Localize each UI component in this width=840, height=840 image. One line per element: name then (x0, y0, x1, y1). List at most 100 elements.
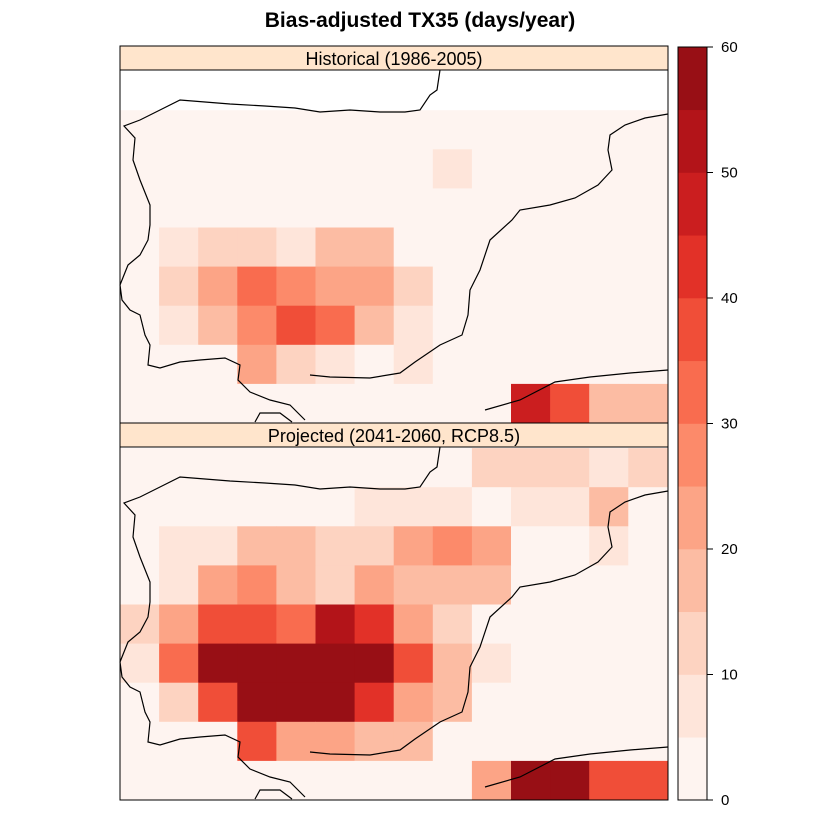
heatmap-cell (120, 188, 160, 228)
heatmap-cell (589, 604, 629, 644)
heatmap-cell (550, 760, 590, 801)
heatmap-cell (120, 721, 160, 762)
heatmap-cell (276, 227, 316, 267)
heatmap-cell (198, 383, 238, 424)
heatmap-cell (628, 305, 668, 346)
heatmap-cell (432, 188, 473, 228)
heatmap-cell (550, 604, 590, 644)
heatmap-cell (471, 266, 512, 307)
heatmap-cell (198, 266, 238, 307)
heatmap-cell (198, 149, 238, 189)
colorbar: 0 10 20 30 40 50 60 (677, 39, 738, 809)
heatmap-cell (237, 110, 277, 150)
heatmap-cell (276, 682, 316, 723)
colorbar-bins (678, 47, 707, 801)
heatmap-cell (237, 526, 277, 566)
heatmap-cell (315, 760, 355, 801)
heatmap-cell (471, 526, 512, 566)
heatmap-cell (120, 227, 160, 267)
heatmap-cell (198, 643, 238, 684)
heatmap-cell (550, 149, 590, 189)
colorbar-bin (678, 235, 707, 299)
heatmap-cell (120, 643, 160, 684)
heatmap-cell (354, 604, 395, 644)
heatmap-cell (237, 604, 277, 644)
heatmap-cell (511, 526, 551, 566)
heatmap-cell (511, 383, 551, 424)
colorbar-bin (678, 109, 707, 173)
heatmap-cell (511, 305, 551, 346)
heatmap-cell (471, 448, 512, 488)
heatmap-cell (393, 227, 434, 267)
heatmap-cell (237, 760, 277, 801)
heatmap-cell (276, 110, 316, 150)
heatmap-cell (628, 383, 668, 424)
heatmap-cell (315, 383, 355, 424)
heatmap-cell (511, 760, 551, 801)
heatmap-cell (393, 305, 434, 346)
heatmap-cell (354, 344, 395, 385)
heatmap-cell (237, 266, 277, 307)
heatmap-cell (432, 149, 473, 189)
heatmap-cell (471, 110, 512, 150)
heatmap-cell (471, 383, 512, 424)
heatmap-cell (276, 643, 316, 684)
heatmap-cell (471, 227, 512, 267)
colorbar-ticks: 0 10 20 30 40 50 60 (707, 39, 738, 809)
heatmap-cell (550, 448, 590, 488)
heatmap-cell (354, 487, 395, 527)
colorbar-bin (678, 486, 707, 550)
heatmap-cell (198, 487, 238, 527)
heatmap-cell (589, 266, 629, 307)
heatmap-cell (393, 149, 434, 189)
heatmap-cell (393, 760, 434, 801)
heatmap-cell (315, 604, 355, 644)
heatmap-cell (432, 344, 473, 385)
heatmap-cell (159, 448, 199, 488)
heatmap-cell (276, 305, 316, 346)
heatmap-cell (550, 110, 590, 150)
heatmap-cell (471, 305, 512, 346)
heatmap-cell (511, 344, 551, 385)
heatmap-cell (589, 448, 629, 488)
heatmap-cell (432, 565, 473, 605)
heatmap-cell (159, 721, 199, 762)
heatmap-cell (159, 227, 199, 267)
heatmap-cell (589, 305, 629, 346)
heatmap-cell (120, 149, 160, 189)
heatmap-cell (120, 110, 160, 150)
heatmap-cell (159, 643, 199, 684)
coastline-south-historical (254, 412, 293, 423)
colorbar-bin (678, 47, 707, 111)
heatmap-cell (159, 383, 199, 424)
heatmap-cell (550, 227, 590, 267)
heatmap-cell (354, 110, 395, 150)
colorbar-bin (678, 611, 707, 675)
heatmap-cell (198, 305, 238, 346)
heatmap-cell (120, 565, 160, 605)
heatmap-cell (628, 526, 668, 566)
heatmap-cell (471, 760, 512, 801)
heatmap-cell (589, 344, 629, 385)
heatmap-cell (315, 682, 355, 723)
heatmap-cell (237, 227, 277, 267)
heatmap-cell (628, 760, 668, 801)
heatmap-cell (393, 721, 434, 762)
heatmap-cell (237, 305, 277, 346)
heatmap-cell (354, 305, 395, 346)
heatmap-cell (628, 227, 668, 267)
heatmap-cell (511, 448, 551, 488)
heatmap-cell (471, 721, 512, 762)
heatmap-cell (393, 487, 434, 527)
heatmap-cell (628, 643, 668, 684)
colorbar-tick-label: 60 (721, 39, 738, 56)
heatmap-cell (628, 682, 668, 723)
heatmap-cell (276, 721, 316, 762)
colorbar-bin (678, 737, 707, 801)
coastline-iberia-projected (119, 446, 441, 798)
heatmap-cell (198, 721, 238, 762)
heatmap-cell (432, 643, 473, 684)
heatmap-cell (471, 604, 512, 644)
heatmap-cell (550, 188, 590, 228)
heatmap-cell (198, 565, 238, 605)
